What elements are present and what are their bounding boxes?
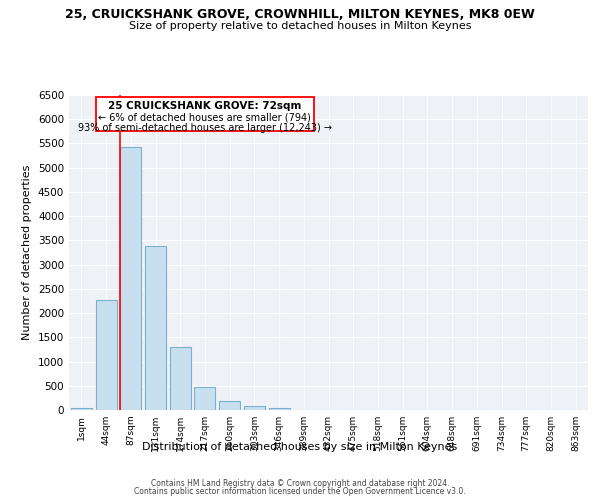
- Bar: [219, 402, 240, 410]
- Text: Size of property relative to detached houses in Milton Keynes: Size of property relative to detached ho…: [129, 21, 471, 31]
- Bar: [96, 97, 314, 131]
- Y-axis label: Number of detached properties: Number of detached properties: [22, 165, 32, 340]
- Text: 93% of semi-detached houses are larger (12,243) →: 93% of semi-detached houses are larger (…: [78, 123, 332, 133]
- Text: Contains HM Land Registry data © Crown copyright and database right 2024.: Contains HM Land Registry data © Crown c…: [151, 478, 449, 488]
- Bar: [244, 406, 265, 410]
- Bar: [194, 386, 215, 410]
- Text: Contains public sector information licensed under the Open Government Licence v3: Contains public sector information licen…: [134, 487, 466, 496]
- Text: Distribution of detached houses by size in Milton Keynes: Distribution of detached houses by size …: [142, 442, 458, 452]
- Bar: [145, 246, 166, 410]
- Bar: [95, 300, 116, 410]
- Text: ← 6% of detached houses are smaller (794): ← 6% of detached houses are smaller (794…: [98, 112, 311, 122]
- Text: 25 CRUICKSHANK GROVE: 72sqm: 25 CRUICKSHANK GROVE: 72sqm: [108, 101, 302, 111]
- Bar: [120, 147, 141, 410]
- Bar: [170, 346, 191, 410]
- Bar: [269, 408, 290, 410]
- Bar: [71, 408, 92, 410]
- Text: 25, CRUICKSHANK GROVE, CROWNHILL, MILTON KEYNES, MK8 0EW: 25, CRUICKSHANK GROVE, CROWNHILL, MILTON…: [65, 8, 535, 20]
